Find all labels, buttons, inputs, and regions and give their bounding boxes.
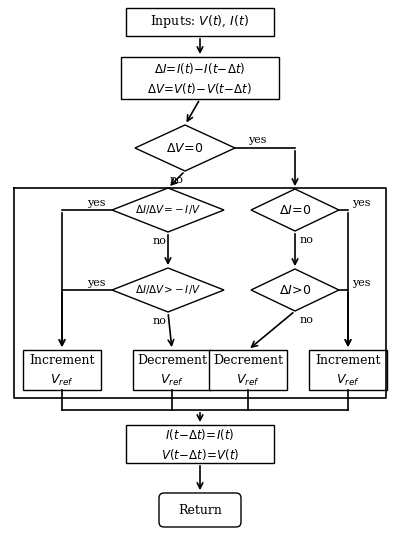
Text: $\Delta I/\Delta V\!>\!-I/V$: $\Delta I/\Delta V\!>\!-I/V$ bbox=[135, 283, 201, 296]
FancyBboxPatch shape bbox=[209, 350, 287, 390]
Text: Increment: Increment bbox=[29, 355, 95, 368]
Text: $\Delta I\!=\!I(t)\!-\!I(t\!-\!\Delta t)$: $\Delta I\!=\!I(t)\!-\!I(t\!-\!\Delta t)… bbox=[154, 61, 246, 77]
Text: yes: yes bbox=[87, 198, 105, 208]
Text: no: no bbox=[170, 175, 184, 185]
Text: $V_{ref}$: $V_{ref}$ bbox=[336, 373, 360, 387]
FancyBboxPatch shape bbox=[159, 493, 241, 527]
Polygon shape bbox=[112, 188, 224, 232]
Text: yes: yes bbox=[352, 278, 370, 288]
Polygon shape bbox=[251, 269, 339, 311]
Text: $\Delta I/\Delta V\!=\!-I/V$: $\Delta I/\Delta V\!=\!-I/V$ bbox=[135, 203, 201, 217]
Text: yes: yes bbox=[248, 135, 266, 145]
Text: $V(t\!-\!\Delta t)\!=\!V(t)$: $V(t\!-\!\Delta t)\!=\!V(t)$ bbox=[161, 447, 239, 461]
Polygon shape bbox=[251, 189, 339, 231]
Text: $\Delta I\!>\!0$: $\Delta I\!>\!0$ bbox=[279, 283, 311, 296]
FancyBboxPatch shape bbox=[126, 425, 274, 463]
Text: $V_{ref}$: $V_{ref}$ bbox=[160, 373, 184, 387]
Text: no: no bbox=[153, 316, 167, 326]
Text: yes: yes bbox=[87, 278, 105, 288]
Text: Decrement: Decrement bbox=[137, 355, 207, 368]
FancyBboxPatch shape bbox=[126, 8, 274, 36]
Text: Inputs: $V(t)$, $I(t)$: Inputs: $V(t)$, $I(t)$ bbox=[150, 14, 250, 30]
FancyBboxPatch shape bbox=[133, 350, 211, 390]
Text: Increment: Increment bbox=[315, 355, 381, 368]
Text: $I(t\!-\!\Delta t)\!=\!I(t)$: $I(t\!-\!\Delta t)\!=\!I(t)$ bbox=[165, 428, 235, 442]
Text: Return: Return bbox=[178, 504, 222, 516]
Text: no: no bbox=[300, 235, 314, 245]
FancyBboxPatch shape bbox=[309, 350, 387, 390]
Text: Decrement: Decrement bbox=[213, 355, 283, 368]
Text: no: no bbox=[300, 315, 314, 325]
Text: $\Delta V\!=\!0$: $\Delta V\!=\!0$ bbox=[166, 141, 204, 154]
Polygon shape bbox=[112, 268, 224, 312]
Text: no: no bbox=[153, 236, 167, 246]
FancyBboxPatch shape bbox=[121, 57, 279, 99]
Text: $\Delta V\!=\!V(t)\!-\!V(t\!-\!\Delta t)$: $\Delta V\!=\!V(t)\!-\!V(t\!-\!\Delta t)… bbox=[148, 81, 252, 96]
Text: yes: yes bbox=[352, 198, 370, 208]
Text: $\Delta I\!=\!0$: $\Delta I\!=\!0$ bbox=[279, 203, 311, 217]
Text: $V_{ref}$: $V_{ref}$ bbox=[236, 373, 260, 387]
FancyBboxPatch shape bbox=[23, 350, 101, 390]
Text: $V_{ref}$: $V_{ref}$ bbox=[50, 373, 74, 387]
Polygon shape bbox=[135, 125, 235, 171]
